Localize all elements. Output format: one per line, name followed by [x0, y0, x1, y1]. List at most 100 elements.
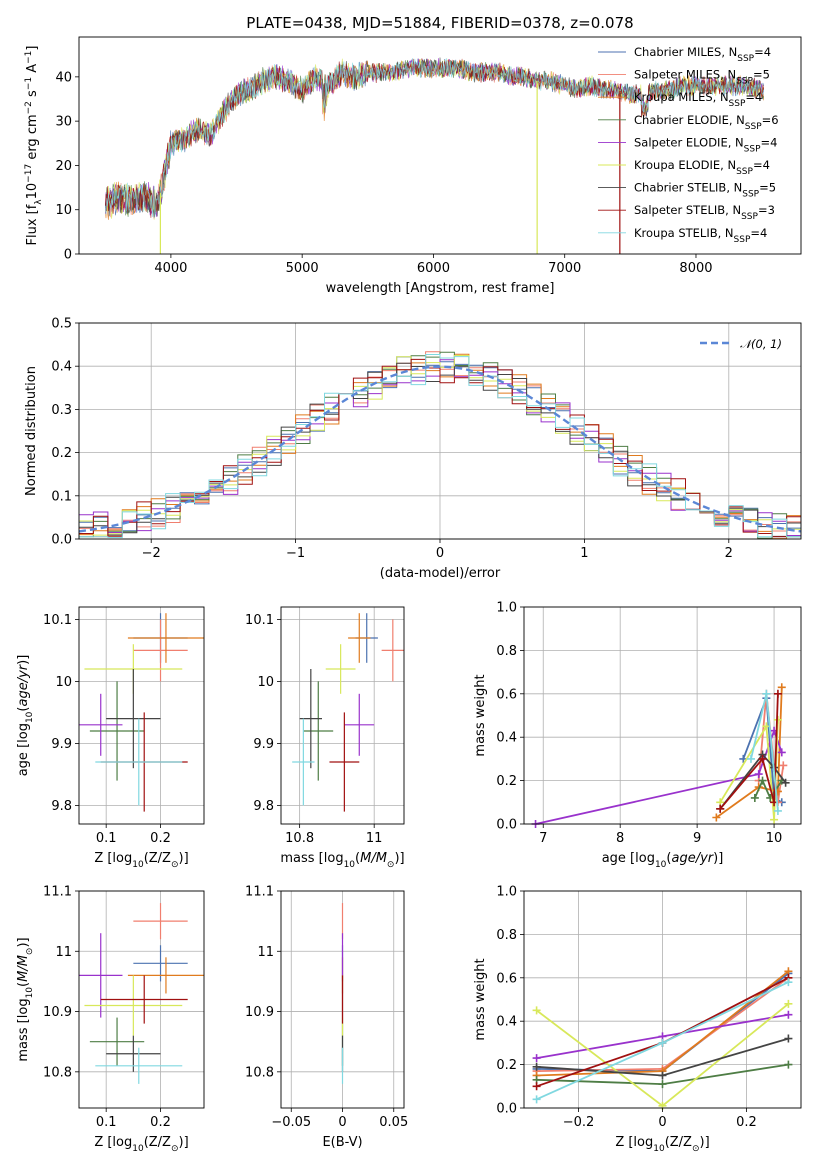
x-axis-label: Z [log10(Z/Z⊙)]: [94, 1135, 188, 1154]
errorbar-point: [100, 975, 188, 1024]
y-tick-label: 0.3: [51, 403, 72, 418]
x-tick-label: 7000: [548, 261, 581, 276]
label-segment: 10: [653, 1144, 665, 1154]
label-segment: Chabrier ELODIE, N: [634, 113, 745, 127]
x-tick-label: 2: [725, 546, 733, 561]
label-segment: )]: [16, 655, 31, 665]
x-axis-label: Z [log10(Z/Z⊙)]: [94, 851, 188, 870]
x-tick-label: 5000: [286, 261, 319, 276]
label-segment: SSP: [729, 99, 746, 109]
weight-marker: [754, 770, 763, 779]
y-tick-label: 0.6: [496, 971, 517, 986]
errorbar-point: [329, 712, 360, 812]
label-segment: E(B-V): [322, 1135, 362, 1150]
y-tick-label: 1.0: [496, 601, 517, 616]
label-segment: mass weight: [473, 958, 488, 1040]
errorbar-point: [292, 718, 315, 806]
x-axis-label: mass [log10(M/M⊙)]: [280, 851, 404, 870]
x-tick-label: 0.05: [379, 1115, 408, 1130]
axes-frame: [78, 322, 802, 540]
weight-line: [715, 687, 783, 819]
x-axis-label: E(B-V): [322, 1135, 362, 1150]
y-tick-label: 0: [64, 248, 72, 263]
residual_hist-chart: −2 −1 0 1 2 0.0 0.1 0.2 0.3 0.4 0.5 (data-model)/er…: [24, 317, 802, 581]
errorbar-point: [79, 693, 123, 756]
label-segment: ⊙: [692, 1144, 700, 1154]
y-tick-label: 0.4: [51, 360, 72, 375]
y-tick-label: 40: [55, 70, 72, 85]
label-segment: 10: [344, 860, 356, 870]
errorbar-point: [106, 669, 161, 769]
weight-series: [532, 1010, 793, 1063]
y-tick-label: 20: [55, 159, 72, 174]
legend-entry: Kroupa MILES, NSSP=4: [634, 90, 762, 109]
y-tick-label: 10: [55, 203, 72, 218]
label-segment: Salpeter STELIB, N: [634, 203, 741, 217]
x-tick-label: 0.2: [150, 831, 171, 846]
label-segment: s: [25, 90, 40, 101]
errorbar-point: [325, 644, 356, 694]
x-tick-label: 0: [436, 546, 444, 561]
weight-marker: [762, 689, 771, 698]
errorbar-point: [89, 1017, 145, 1066]
y-tick-label: 0.4: [496, 731, 517, 746]
label-segment: SSP: [741, 212, 758, 222]
label-segment: age/yr: [671, 851, 714, 866]
spectrum-chart: 4000 5000 6000 7000 8000 0 10 20 30 40 wavelength …: [24, 36, 802, 296]
y-tick-label: 0.2: [496, 774, 517, 789]
label-segment: Chabrier MILES, N: [634, 45, 737, 59]
weight-marker: [658, 1038, 667, 1047]
y-tick-label: 0.8: [496, 928, 517, 943]
y-tick-label: 11: [55, 945, 72, 960]
label-segment: λ: [34, 199, 44, 205]
x-tick-label: −0.2: [563, 1115, 595, 1130]
weight-marker: [784, 1034, 793, 1043]
label-segment: 10: [25, 711, 35, 723]
legend-entry: Salpeter ELODIE, NSSP=4: [634, 135, 777, 154]
label-segment: mass [log: [280, 851, 343, 866]
axes-frame: [78, 890, 205, 1109]
label-segment: Z [log: [94, 1135, 132, 1150]
x-tick-label: 4000: [154, 261, 187, 276]
y-tick-label: 11: [257, 945, 274, 960]
label-segment: Normed distribution: [24, 366, 39, 496]
hist-legend: 𝒩(0, 1): [700, 337, 782, 351]
y-tick-label: 10: [55, 675, 72, 690]
y-tick-label: 30: [55, 115, 72, 130]
label-segment: ⊙: [25, 948, 35, 956]
x-tick-label: 6000: [417, 261, 450, 276]
errorbar-point: [348, 613, 371, 663]
label-segment: ⊙: [387, 860, 395, 870]
y-tick-label: 10.8: [43, 1065, 72, 1080]
label-segment: 10: [132, 1144, 144, 1154]
errorbar-point: [133, 945, 188, 982]
y-tick-label: 11.1: [43, 885, 72, 900]
weight-marker: [532, 1095, 541, 1104]
x-tick-label: 9: [693, 831, 701, 846]
label-segment: =4: [753, 158, 770, 172]
legend-entry: Chabrier ELODIE, NSSP=6: [634, 113, 779, 132]
errorbar-point: [106, 1035, 161, 1072]
spectrum-series-group: [105, 57, 764, 254]
weight-series: [746, 689, 782, 815]
label-segment: =5: [759, 181, 776, 195]
errorbar-point: [344, 693, 375, 756]
label-segment: )]: [713, 851, 723, 866]
x-tick-label: 11: [366, 831, 383, 846]
legend-entry: Chabrier MILES, NSSP=4: [634, 45, 771, 64]
errorbar-point: [84, 975, 183, 1036]
y-tick-label: 0.2: [51, 446, 72, 461]
weight-marker: [716, 804, 725, 813]
label-segment: 10: [25, 183, 40, 200]
weight-series: [532, 999, 793, 1110]
x-tick-label: 8000: [679, 261, 712, 276]
y-tick-label: 10.9: [245, 1005, 274, 1020]
label-segment: M/M: [16, 955, 31, 982]
x-tick-label: −2: [142, 546, 161, 561]
errorbar-point: [79, 933, 123, 1018]
label-segment: SSP: [736, 77, 753, 87]
